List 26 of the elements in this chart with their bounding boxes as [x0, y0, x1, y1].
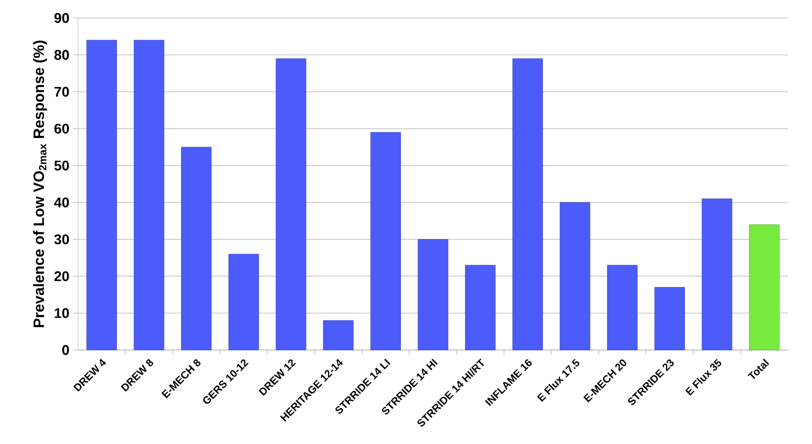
bar: [465, 264, 496, 350]
y-tick-label: 0: [62, 345, 69, 355]
bar: [749, 224, 780, 350]
y-axis-title: Prevalence of Low VO$_{2max}$ Response (%): [33, 40, 48, 328]
y-tick-label: 80: [54, 50, 69, 60]
bar: [654, 287, 685, 350]
bar: [323, 320, 354, 350]
bar: [560, 202, 590, 350]
y-tick-label: 90: [54, 13, 69, 23]
y-tick-label: 70: [54, 86, 69, 97]
bar: [702, 198, 732, 350]
y-tick-label: 50: [54, 160, 69, 171]
bar: [228, 254, 259, 350]
y-tick-label: 60: [54, 124, 69, 134]
bar: [512, 58, 543, 350]
y-tick-label: 40: [54, 197, 69, 208]
bar: [134, 40, 164, 350]
y-tick-label: 30: [54, 234, 69, 244]
bar: [86, 40, 117, 350]
y-tick-label: 20: [54, 271, 69, 282]
bar: [607, 264, 638, 350]
bar: [418, 239, 448, 350]
bar: [181, 146, 212, 350]
bar: [370, 132, 401, 350]
bar: [276, 58, 306, 350]
y-tick-label: 10: [54, 308, 69, 318]
